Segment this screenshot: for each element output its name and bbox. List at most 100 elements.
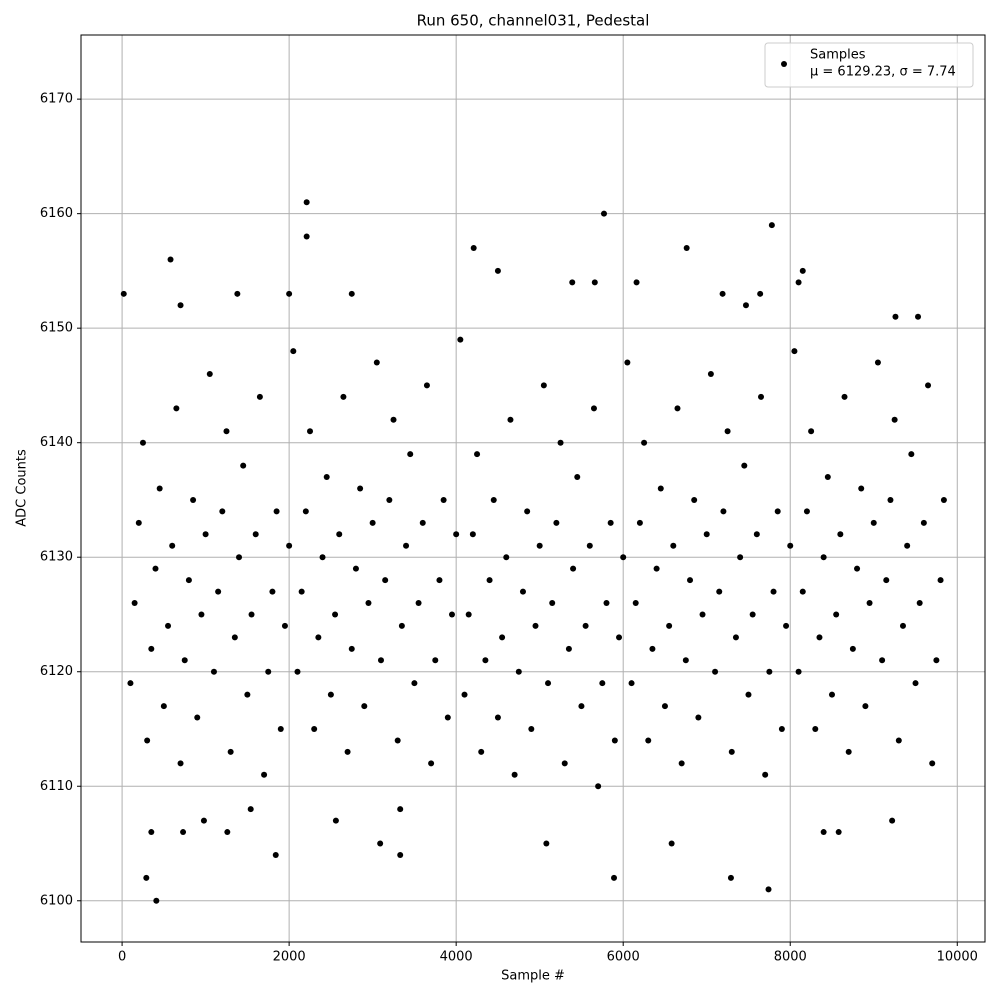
data-point	[699, 611, 706, 618]
data-point	[795, 279, 802, 286]
data-point	[215, 588, 222, 595]
data-point	[511, 771, 518, 778]
data-point	[377, 840, 384, 847]
data-point	[799, 588, 806, 595]
data-point	[234, 290, 241, 297]
data-point	[236, 554, 243, 561]
legend-marker	[781, 61, 787, 67]
data-point	[641, 439, 648, 446]
data-point	[411, 680, 418, 687]
data-point	[273, 508, 280, 515]
data-point	[461, 691, 468, 698]
data-point	[862, 703, 869, 710]
data-point	[691, 496, 698, 503]
data-point	[348, 645, 355, 652]
data-point	[181, 657, 188, 664]
data-point	[595, 783, 602, 790]
plot-frame	[80, 34, 986, 943]
data-point	[624, 359, 631, 366]
data-point	[160, 703, 167, 710]
data-point	[749, 611, 756, 618]
data-point	[361, 703, 368, 710]
data-point	[336, 531, 343, 538]
data-point	[887, 496, 894, 503]
data-point	[765, 886, 772, 893]
data-point	[332, 611, 339, 618]
data-point	[302, 508, 309, 515]
data-point	[574, 474, 581, 481]
data-point	[499, 634, 506, 641]
data-point	[787, 542, 794, 549]
data-point	[202, 531, 209, 538]
data-point	[766, 668, 773, 675]
data-point	[712, 668, 719, 675]
data-point	[219, 508, 226, 515]
data-point	[770, 588, 777, 595]
data-point	[244, 691, 251, 698]
data-point	[758, 393, 765, 400]
data-point	[507, 416, 514, 423]
data-point	[332, 817, 339, 824]
data-point	[265, 668, 272, 675]
data-point	[578, 703, 585, 710]
data-point	[803, 508, 810, 515]
data-point	[895, 737, 902, 744]
data-point	[904, 542, 911, 549]
data-point	[139, 439, 146, 446]
data-point	[382, 577, 389, 584]
data-point	[674, 405, 681, 412]
data-point	[256, 393, 263, 400]
data-point	[398, 622, 405, 629]
data-point	[127, 680, 134, 687]
data-point	[403, 542, 410, 549]
data-point	[561, 760, 568, 767]
data-point	[177, 302, 184, 309]
data-point	[143, 874, 150, 881]
data-point	[365, 600, 372, 607]
y-axis-label: ADC Counts	[15, 449, 30, 527]
data-point	[515, 668, 522, 675]
data-point	[687, 577, 694, 584]
data-point	[223, 428, 230, 435]
data-point	[603, 600, 610, 607]
data-point	[768, 222, 775, 229]
data-point	[200, 817, 207, 824]
data-point	[653, 565, 660, 572]
data-point	[892, 313, 899, 320]
x-axis-label: Sample #	[501, 969, 565, 984]
data-point	[532, 622, 539, 629]
data-point	[423, 382, 430, 389]
data-point	[620, 554, 627, 561]
data-point	[153, 897, 160, 904]
x-tick-label: 8000	[774, 950, 807, 965]
data-point	[397, 851, 404, 858]
data-point	[695, 714, 702, 721]
data-point	[419, 519, 426, 526]
data-point	[415, 600, 422, 607]
x-tick-label: 0	[118, 950, 126, 965]
data-point	[590, 405, 597, 412]
y-tick-label: 6120	[40, 664, 73, 679]
data-point	[668, 840, 675, 847]
data-point	[148, 645, 155, 652]
data-point	[494, 267, 501, 274]
data-point	[167, 256, 174, 263]
data-point	[169, 542, 176, 549]
data-point	[173, 405, 180, 412]
data-point	[369, 519, 376, 526]
data-point	[833, 611, 840, 618]
data-point	[616, 634, 623, 641]
data-point	[557, 439, 564, 446]
data-point	[925, 382, 932, 389]
data-point	[828, 691, 835, 698]
data-point	[858, 485, 865, 492]
data-point	[357, 485, 364, 492]
data-point	[808, 428, 815, 435]
data-point	[937, 577, 944, 584]
data-point	[854, 565, 861, 572]
data-point	[319, 554, 326, 561]
data-point	[762, 771, 769, 778]
data-point	[457, 336, 464, 343]
data-point	[582, 622, 589, 629]
data-point	[210, 668, 217, 675]
